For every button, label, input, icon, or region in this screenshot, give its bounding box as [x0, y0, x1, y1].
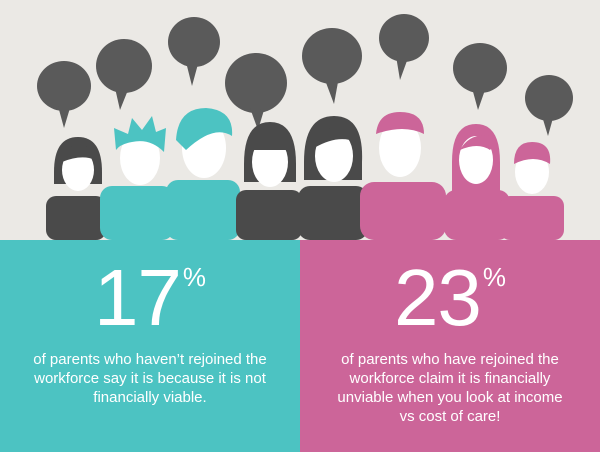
stat-value-right: 23	[393, 253, 482, 342]
person-figure	[166, 108, 240, 240]
speech-bubble-icon	[225, 53, 287, 130]
stat-headline-left: 17%	[0, 258, 300, 338]
people-crowd-icon	[37, 14, 573, 240]
stat-panel-right: 23% of parents who have rejoined the wor…	[300, 240, 600, 452]
stat-panel-left: 17% of parents who haven’t rejoined the …	[0, 240, 300, 452]
stat-value-left: 17	[93, 253, 182, 342]
speech-bubble-icon	[302, 28, 362, 104]
person-figure	[500, 142, 564, 240]
people-illustration	[0, 0, 600, 240]
person-figure	[360, 112, 446, 240]
person-figure	[298, 116, 368, 240]
speech-bubble-icon	[37, 61, 91, 128]
speech-bubble-icon	[453, 43, 507, 110]
stat-description-left: of parents who haven’t rejoined the work…	[33, 351, 267, 406]
speech-bubble-icon	[379, 14, 429, 80]
speech-bubble-icon	[96, 39, 152, 110]
stat-headline-right: 23%	[300, 258, 600, 338]
person-figure	[444, 124, 510, 240]
speech-bubble-icon	[525, 75, 573, 136]
stat-unit-left: %	[182, 262, 207, 292]
stat-description-right: of parents who have rejoined the workfor…	[337, 351, 563, 425]
person-figure	[100, 116, 174, 240]
person-figure	[236, 122, 302, 240]
speech-bubble-icon	[168, 17, 220, 86]
stat-unit-right: %	[482, 262, 507, 292]
person-figure	[46, 137, 106, 240]
